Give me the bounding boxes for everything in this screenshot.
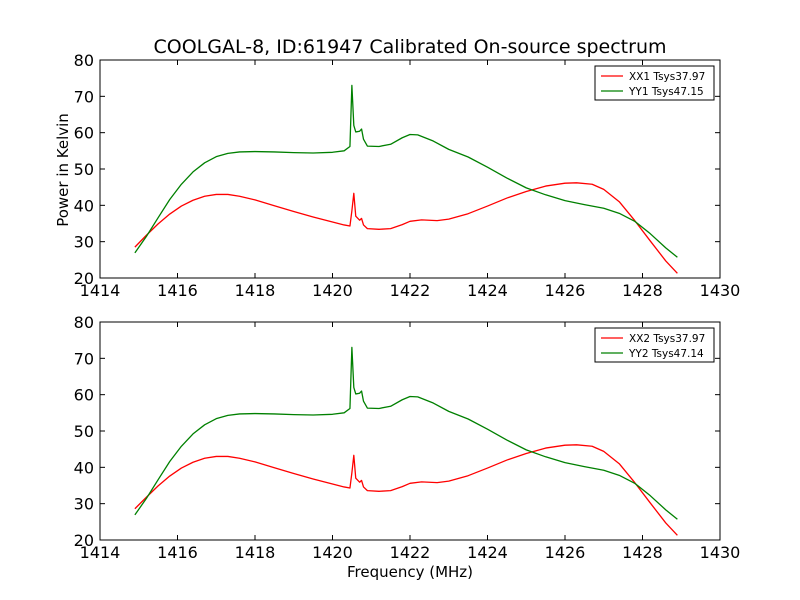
y-tick-label: 70: [74, 87, 94, 106]
legend-entry: YY2 Tsys47.14: [628, 348, 704, 360]
y-tick-label: 30: [74, 233, 94, 252]
y-tick-label: 30: [74, 495, 94, 514]
x-tick-label: 1426: [545, 281, 586, 300]
y-tick-label: 60: [74, 124, 94, 143]
series-line-xx-panel-2: [134, 444, 678, 536]
x-tick-label: 1428: [622, 281, 663, 300]
x-tick-label: 1424: [467, 543, 508, 562]
x-tick-label: 1420: [312, 281, 353, 300]
legend-entry: XX2 Tsys37.97: [629, 333, 705, 345]
x-tick-label: 1430: [700, 281, 741, 300]
x-tick-label: 1416: [157, 543, 198, 562]
x-tick-label: 1426: [545, 543, 586, 562]
x-tick-label: 1430: [700, 543, 741, 562]
y-axis-label: Power in Kelvin: [54, 113, 72, 227]
legend: XX2 Tsys37.97 YY2 Tsys47.14: [594, 327, 715, 363]
x-tick-label: 1414: [80, 543, 121, 562]
legend-entry: XX1 Tsys37.97: [629, 71, 705, 83]
x-tick-label: 1414: [80, 281, 121, 300]
legend: XX1 Tsys37.97 YY1 Tsys47.15: [594, 65, 715, 101]
y-tick-label: 40: [74, 458, 94, 477]
series-line-xx-panel-1: [134, 182, 678, 274]
legend-box: [594, 327, 715, 363]
x-tick-label: 1422: [390, 543, 431, 562]
x-tick-label: 1424: [467, 281, 508, 300]
y-tick-label: 70: [74, 349, 94, 368]
x-tick-label: 1428: [622, 543, 663, 562]
legend-entry: YY1 Tsys47.15: [628, 86, 704, 98]
x-tick-label: 1422: [390, 281, 431, 300]
x-tick-label: 1418: [235, 281, 276, 300]
y-tick-label: 50: [74, 160, 94, 179]
top-panel: 1414 1416 1418 1420 1422 1424 1426 1428 1430 20 30…: [74, 51, 741, 300]
y-tick-label: 40: [74, 196, 94, 215]
x-tick-label: 1420: [312, 543, 353, 562]
chart-title: COOLGAL-8, ID:61947 Calibrated On-source…: [154, 36, 667, 58]
series-line-yy-panel-2: [134, 346, 678, 520]
y-tick-label: 60: [74, 386, 94, 405]
legend-box: [594, 65, 715, 101]
y-tick-label: 80: [74, 51, 94, 70]
y-tick-label: 20: [74, 269, 94, 288]
series-line-yy-panel-1: [134, 84, 678, 258]
x-tick-label: 1416: [157, 281, 198, 300]
y-tick-label: 80: [74, 313, 94, 332]
y-tick-label: 20: [74, 531, 94, 550]
bottom-panel: 1414 1416 1418 1420 1422 1424 1426 1428 1430 20 30…: [74, 313, 741, 562]
x-axis-label: Frequency (MHz): [347, 563, 473, 581]
y-tick-label: 50: [74, 422, 94, 441]
x-tick-label: 1418: [235, 543, 276, 562]
